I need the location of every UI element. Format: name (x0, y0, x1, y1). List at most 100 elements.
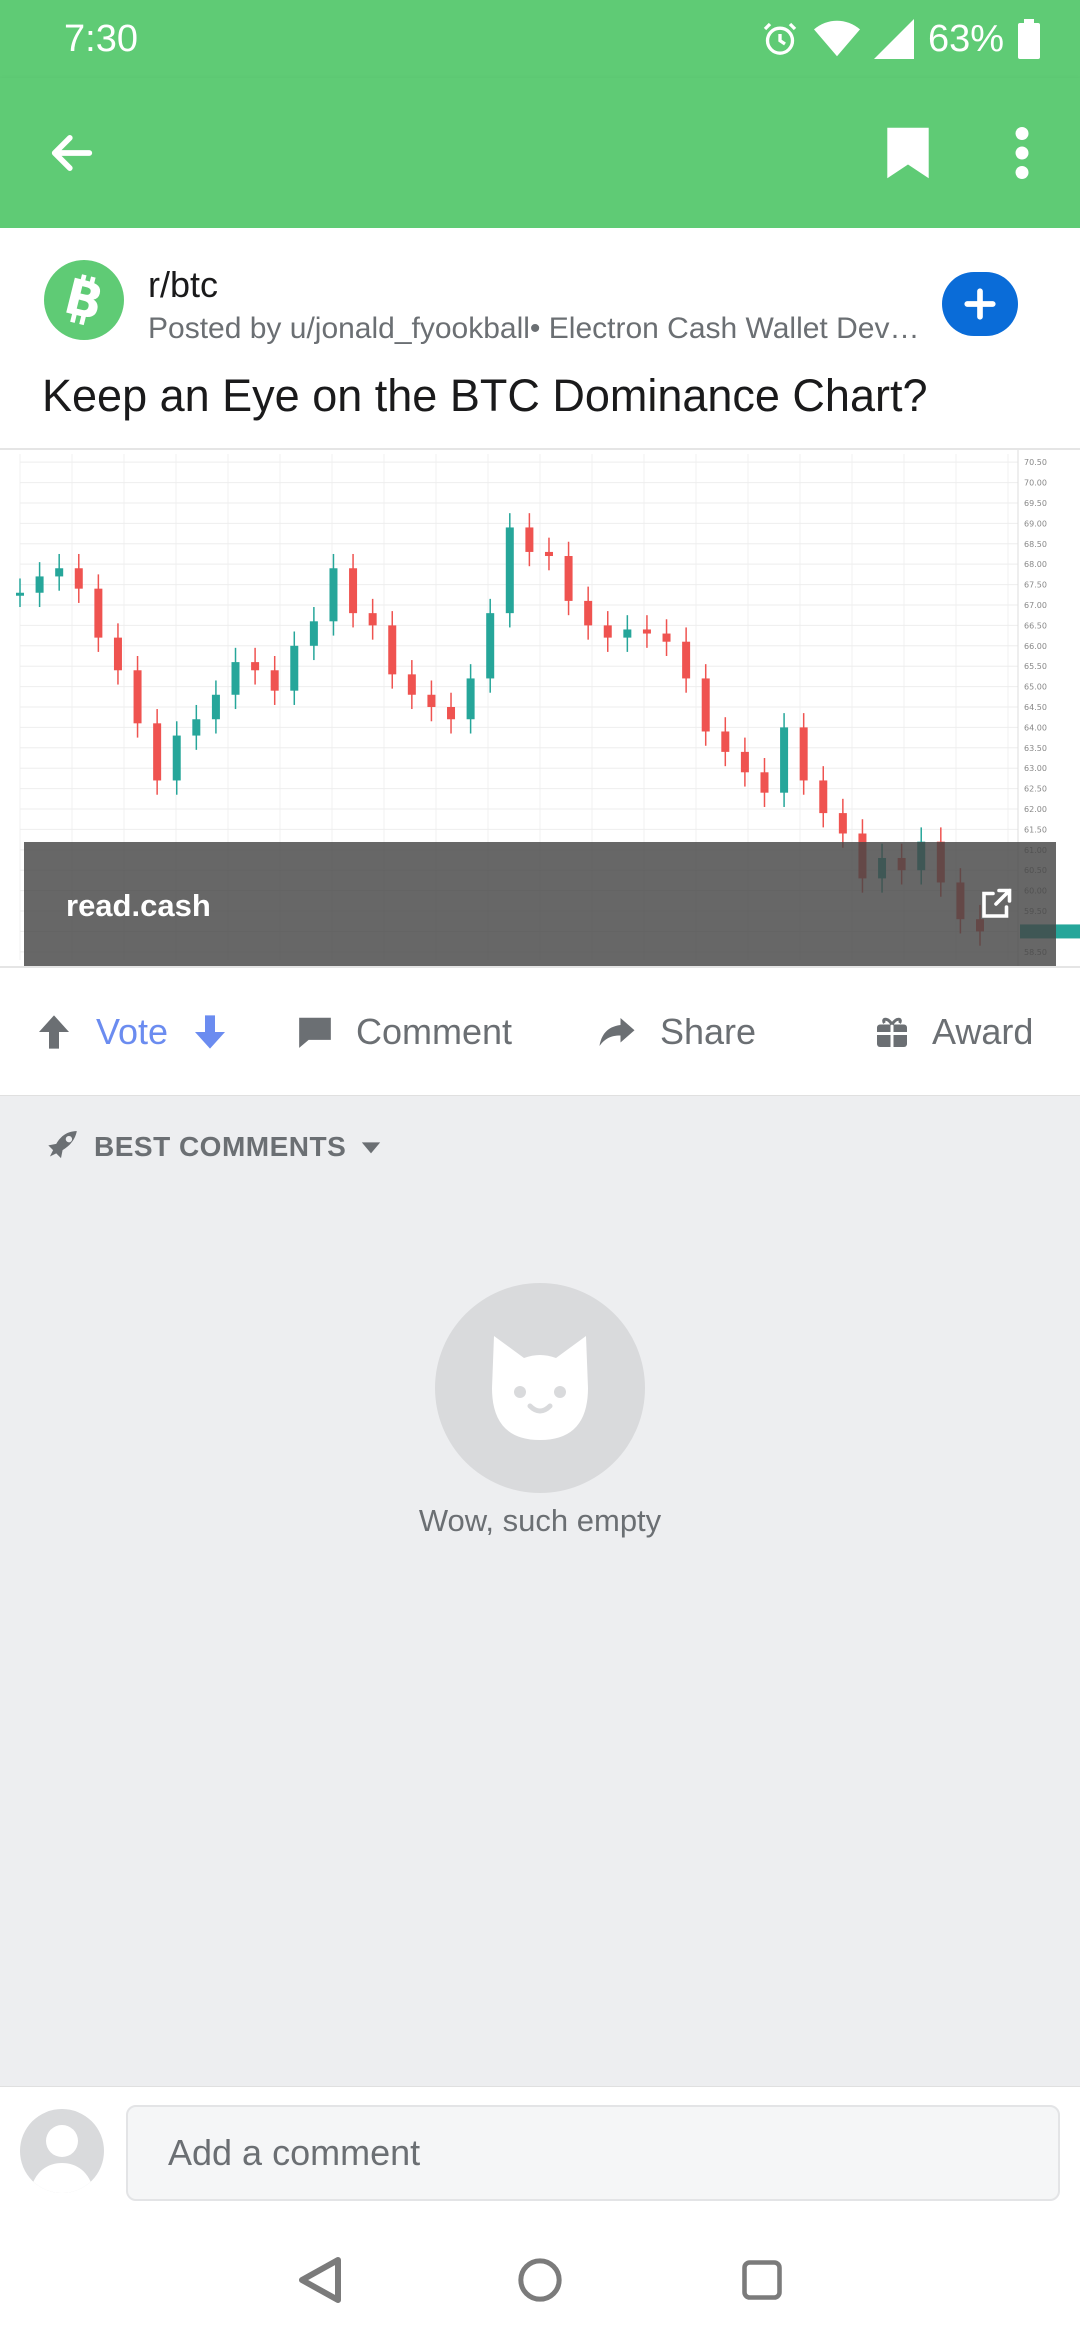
candle-body (172, 735, 181, 781)
bitcoin-logo-icon: B (59, 272, 109, 328)
y-tick-label: 70.00 (1024, 479, 1047, 488)
candle-body (447, 707, 456, 720)
candle-body (525, 527, 534, 552)
candle-body (329, 568, 338, 622)
candle-body (682, 641, 691, 679)
candle-body (388, 625, 397, 675)
candle-body (623, 629, 632, 638)
cat-face-icon (492, 1336, 588, 1440)
y-tick-label: 65.50 (1024, 662, 1047, 671)
award-button[interactable]: Award (874, 1004, 1033, 1060)
y-tick-label: 68.50 (1024, 540, 1047, 549)
candle-body (94, 588, 103, 638)
more-vertical-icon (1015, 127, 1029, 179)
bookmark-icon (887, 127, 929, 179)
save-post-button[interactable] (868, 113, 948, 193)
comment-composer (0, 2086, 1080, 2220)
candle-body (642, 629, 651, 634)
y-tick-label: 68.00 (1024, 560, 1047, 569)
status-icons: 63% (760, 14, 1040, 64)
y-tick-label: 65.00 (1024, 683, 1047, 692)
candle-body (564, 556, 573, 601)
candle-body (192, 719, 201, 736)
y-tick-label: 69.50 (1024, 499, 1047, 508)
alarm-icon (763, 22, 797, 55)
y-tick-label: 63.50 (1024, 744, 1047, 753)
external-link-icon (982, 888, 1012, 918)
link-overlay[interactable]: read.cash (24, 842, 1056, 966)
y-tick-label: 64.50 (1024, 703, 1047, 712)
nav-back-button[interactable] (290, 2250, 350, 2310)
candle-body (113, 637, 122, 671)
y-tick-label: 66.50 (1024, 621, 1047, 630)
circle-home-icon (518, 2258, 562, 2302)
candle-body (231, 662, 240, 695)
subreddit-avatar[interactable]: B (44, 260, 124, 340)
candle-body (466, 678, 475, 720)
share-button[interactable]: Share (596, 1004, 756, 1060)
comment-button[interactable]: Comment (296, 1004, 512, 1060)
nav-home-button[interactable] (510, 2250, 570, 2310)
post-actions: Vote Comment Share Award (0, 968, 1080, 1096)
empty-message: Wow, such empty (418, 1503, 662, 1538)
triangle-back-icon (299, 2257, 341, 2303)
more-options-button[interactable] (982, 113, 1062, 193)
add-comment-input[interactable] (126, 2105, 1060, 2201)
vote-control: Vote (34, 1004, 230, 1060)
upvote-icon[interactable] (34, 1012, 74, 1052)
y-tick-label: 64.00 (1024, 723, 1047, 732)
status-time: 7:30 (64, 18, 138, 60)
battery-icon (1018, 19, 1040, 59)
y-tick-label: 67.50 (1024, 581, 1047, 590)
share-icon (599, 1018, 635, 1046)
candle-body (407, 674, 416, 695)
empty-comments-state: Wow, such empty (0, 1283, 1080, 1539)
candle-body (35, 576, 44, 593)
candle-body (290, 645, 299, 691)
candle-body (55, 568, 64, 577)
comment-icon (299, 1017, 331, 1048)
share-label: Share (660, 1011, 757, 1052)
y-tick-label: 66.00 (1024, 642, 1047, 651)
default-avatar-icon (30, 2125, 94, 2193)
candle-body (799, 727, 808, 781)
candle-body (780, 727, 789, 793)
link-preview[interactable]: 70.50 70.00 69.50 69.00 68.50 68.00 67.50 67.00… (0, 448, 1080, 968)
award-label: Award (932, 1011, 1034, 1052)
y-tick-label: 67.00 (1024, 601, 1047, 610)
y-tick-label: 62.00 (1024, 805, 1047, 814)
y-tick-label: 62.50 (1024, 785, 1047, 794)
status-bar: 7:30 63% (0, 0, 1080, 78)
candle-body (368, 613, 377, 626)
comment-sort-button[interactable]: BEST COMMENTS (42, 1128, 382, 1166)
candle-body (74, 568, 83, 589)
sort-label: BEST COMMENTS (94, 1131, 347, 1162)
wifi-icon (813, 20, 860, 57)
post-title: Keep an Eye on the BTC Dominance Chart? (42, 370, 928, 421)
link-domain[interactable]: read.cash (66, 888, 211, 923)
empty-illustration (435, 1283, 645, 1493)
join-subreddit-button[interactable] (942, 272, 1018, 336)
arrow-back-icon (51, 135, 93, 171)
nav-recents-button[interactable] (732, 2250, 792, 2310)
downvote-icon[interactable] (190, 1012, 230, 1052)
candle-body (819, 780, 828, 814)
square-recents-icon (742, 2260, 782, 2300)
back-button[interactable] (32, 113, 112, 193)
candle-body (740, 751, 749, 773)
candle-body (211, 694, 220, 720)
user-avatar[interactable] (20, 2109, 104, 2193)
battery-percent: 63% (927, 17, 1004, 60)
y-tick-label: 69.00 (1024, 519, 1047, 528)
vote-label: Vote (96, 1011, 169, 1052)
plus-icon (964, 288, 996, 320)
candle-body (16, 592, 24, 596)
subreddit-name[interactable]: r/btc (148, 264, 219, 305)
y-tick-label: 70.50 (1024, 458, 1047, 467)
candle-body (251, 662, 260, 671)
candle-body (153, 723, 162, 781)
post-meta: Posted by u/jonald_fyookball• Electron C… (148, 312, 928, 345)
rocket-icon (48, 1131, 77, 1159)
signal-icon (873, 19, 914, 59)
caret-down-icon (362, 1142, 381, 1154)
